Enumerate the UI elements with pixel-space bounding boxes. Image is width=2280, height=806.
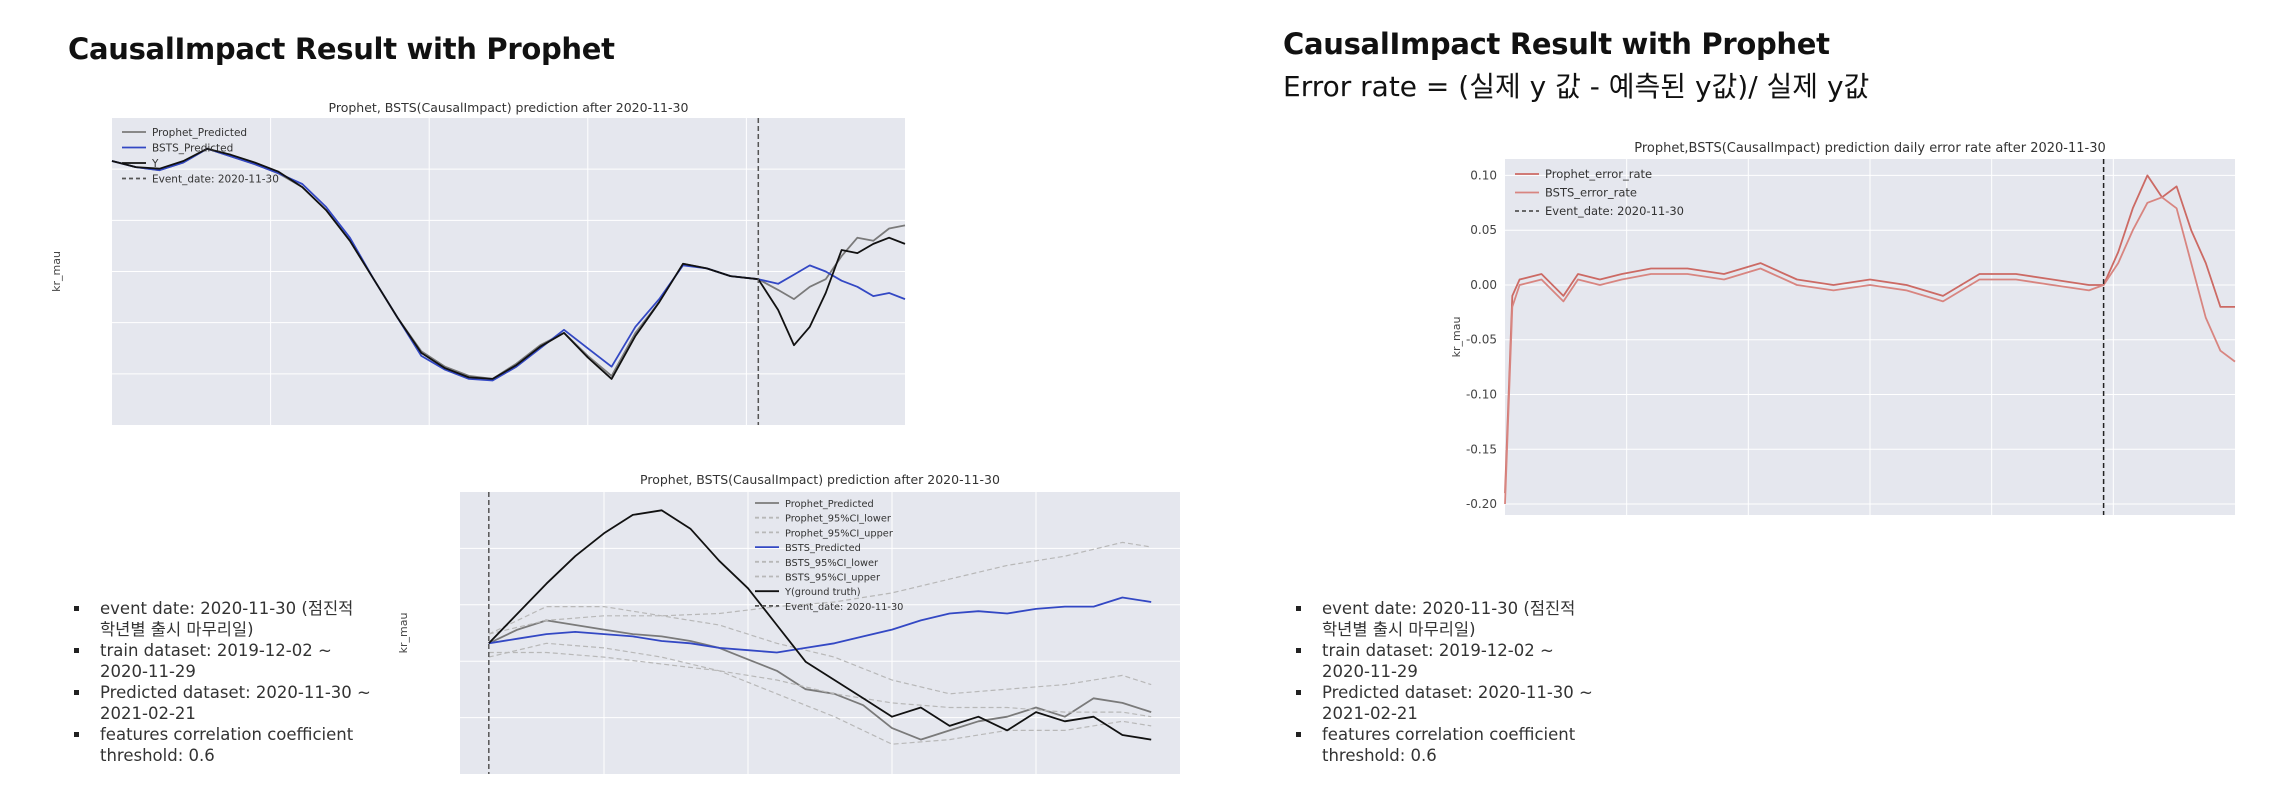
bullet-item: features correlation coefficient threshol… — [68, 724, 371, 766]
bullet-text: event date: 2020-11-30 (점진적 — [1322, 599, 1576, 618]
y-tick-label: -0.10 — [1466, 388, 1497, 402]
chart-title: Prophet,BSTS(CausalImpact) prediction da… — [1634, 141, 2106, 156]
legend-label: BSTS_95%CI_upper — [785, 573, 881, 584]
legend-label: BSTS_Predicted — [152, 143, 233, 155]
chart-daily-error-rate: Prophet,BSTS(CausalImpact) prediction da… — [1450, 141, 2236, 515]
legend-label: BSTS_Predicted — [785, 543, 861, 554]
y-tick-label: -0.05 — [1466, 333, 1497, 347]
bullet-item: train dataset: 2019-12-02 ~ 2020-11-29 — [1290, 640, 1593, 682]
legend-label: Event_date: 2020-11-30 — [152, 174, 279, 186]
right-bullet-list: event date: 2020-11-30 (점진적 학년별 출시 마무리일) t… — [1290, 598, 1593, 766]
y-axis-label: kr_mau — [1450, 317, 1463, 358]
y-tick-label: -0.20 — [1466, 497, 1497, 511]
series-line-bsts-predicted — [111, 147, 906, 382]
bullet-text: 학년별 출시 마무리일) — [100, 620, 254, 639]
series-line-prophet-95-ci-upper — [488, 606, 1152, 695]
y-tick-label: 0.10 — [1470, 168, 1497, 182]
y-axis-label: kr_mau — [50, 251, 63, 292]
legend-label: Y — [151, 158, 159, 170]
series-line-bsts-predicted — [488, 596, 1152, 654]
bullet-text: train dataset: 2019-12-02 ~ — [1322, 641, 1554, 660]
legend-label: Prophet_95%CI_upper — [785, 528, 894, 539]
series-line-prophet-predicted — [488, 619, 1152, 741]
bullet-text: 학년별 출시 마무리일) — [1322, 620, 1476, 639]
bullet-item: Predicted dataset: 2020-11-30 ~ 2021-02-2… — [68, 682, 371, 724]
legend-label: Y(ground truth) — [784, 587, 861, 598]
bullet-text: threshold: 0.6 — [1322, 746, 1437, 765]
y-tick-label: -0.15 — [1466, 442, 1497, 456]
bullet-text: 2020-11-29 — [100, 662, 196, 681]
legend-label: BSTS_95%CI_lower — [785, 558, 879, 569]
bullet-text: Predicted dataset: 2020-11-30 ~ — [1322, 683, 1593, 702]
y-axis-label: kr_mau — [397, 613, 410, 654]
bullet-text: Predicted dataset: 2020-11-30 ~ — [100, 683, 371, 702]
bullet-text: 2021-02-21 — [1322, 704, 1418, 723]
legend-label: Event_date: 2020-11-30 — [1545, 204, 1684, 218]
bullet-item: train dataset: 2019-12-02 ~ 2020-11-29 — [68, 640, 371, 682]
bullet-text: threshold: 0.6 — [100, 746, 215, 765]
legend-label: Event_date: 2020-11-30 — [785, 602, 903, 613]
chart-title: Prophet, BSTS(CausalImpact) prediction a… — [329, 100, 689, 115]
series-line-bsts-error-rate — [1504, 196, 2236, 505]
series-line-y-ground-truth- — [488, 509, 1152, 741]
bullet-text: train dataset: 2019-12-02 ~ — [100, 641, 332, 660]
chart-prophet-bsts-ci-prediction: Prophet, BSTS(CausalImpact) prediction a… — [397, 472, 1180, 774]
y-tick-label: 0.05 — [1470, 223, 1497, 237]
bullet-item: features correlation coefficient threshol… — [1290, 724, 1593, 766]
legend-label: Prophet_Predicted — [785, 499, 874, 510]
chart-title: Prophet, BSTS(CausalImpact) prediction a… — [640, 472, 1000, 487]
series-line-y — [111, 147, 906, 380]
left-bullet-list: event date: 2020-11-30 (점진적 학년별 출시 마무리일) t… — [68, 598, 371, 766]
bullet-text: features correlation coefficient — [100, 725, 354, 744]
bullet-text: 2021-02-21 — [100, 704, 196, 723]
legend-label: Prophet_Predicted — [152, 127, 247, 139]
series-line-bsts-95-ci-lower — [488, 651, 1152, 718]
legend-label: BSTS_error_rate — [1545, 186, 1637, 200]
right-slide-subtitle: Error rate = (실제 y 값 - 예측된 y값)/ 실제 y값 — [1283, 70, 1870, 103]
bullet-text: features correlation coefficient — [1322, 725, 1576, 744]
bullet-item: Predicted dataset: 2020-11-30 ~ 2021-02-2… — [1290, 682, 1593, 724]
chart-prophet-bsts-prediction: Prophet, BSTS(CausalImpact) prediction a… — [50, 100, 906, 425]
right-slide-title: CausalImpact Result with Prophet — [1283, 27, 1830, 61]
bullet-text: 2020-11-29 — [1322, 662, 1418, 681]
y-tick-label: 0.00 — [1470, 278, 1497, 292]
series-line-bsts-95-ci-upper — [488, 541, 1152, 635]
left-slide-title: CausalImpact Result with Prophet — [68, 32, 615, 66]
bullet-text: event date: 2020-11-30 (점진적 — [100, 599, 354, 618]
legend-label: Prophet_95%CI_lower — [785, 514, 892, 525]
legend-label: Prophet_error_rate — [1545, 167, 1652, 181]
series-line-prophet-95-ci-lower — [488, 642, 1152, 745]
